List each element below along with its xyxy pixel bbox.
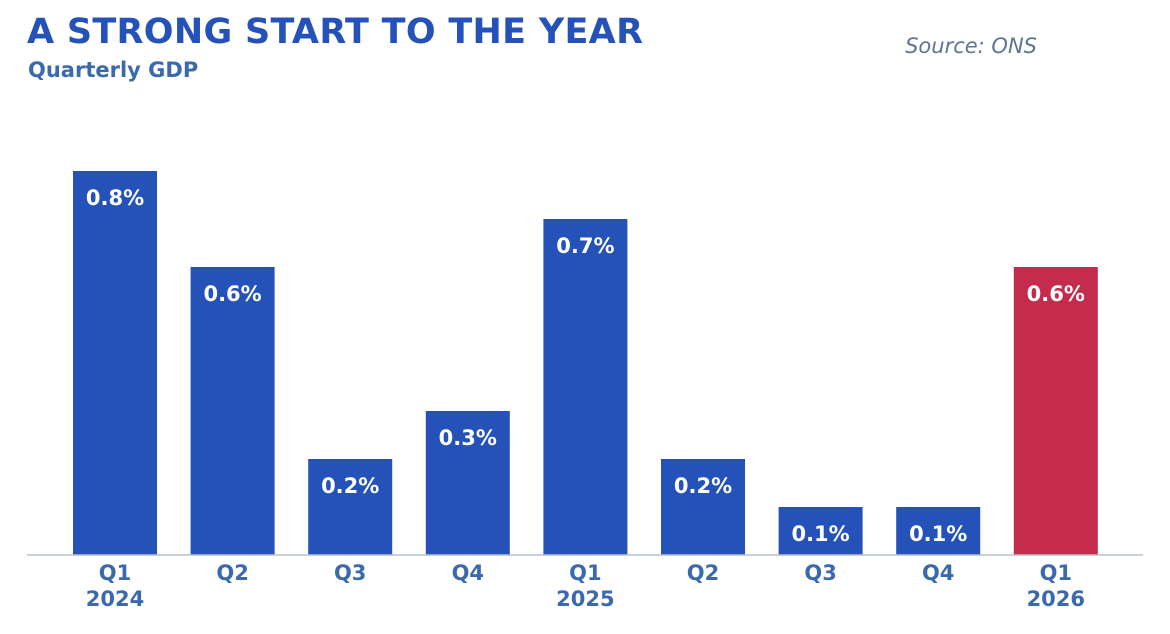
x-tick-label-8: Q4	[922, 561, 954, 585]
data-labels-group: 0.8% 0.6% 0.2% 0.3% 0.7% 0.2% 0.1% 0.1% 0.6%	[86, 186, 1085, 546]
data-label-9: 0.6%	[1027, 282, 1085, 306]
x-tick-label-3: Q3	[334, 561, 366, 585]
data-label-7: 0.1%	[791, 522, 849, 546]
data-label-5: 0.7%	[556, 234, 614, 258]
bar-8	[896, 507, 981, 555]
x-tick-label-7: Q3	[804, 561, 836, 585]
data-label-3: 0.2%	[321, 474, 379, 498]
x-tick-label-4: Q4	[452, 561, 484, 585]
bar-3	[308, 459, 393, 555]
bar-2	[190, 267, 275, 555]
bar-4	[425, 411, 510, 555]
bar-6	[661, 459, 745, 555]
bar-9	[1013, 267, 1098, 555]
bar-7	[778, 507, 863, 555]
source-note: Source: ONS	[905, 34, 1037, 58]
x-tick-label-5: Q1 2025	[556, 561, 614, 611]
chart-subtitle: Quarterly GDP	[28, 58, 199, 82]
x-tick-label-6: Q2	[687, 561, 719, 585]
data-label-6: 0.2%	[674, 474, 732, 498]
x-tick-label-9: Q1 2026	[1027, 561, 1085, 611]
data-label-8: 0.1%	[909, 522, 967, 546]
data-label-1: 0.8%	[86, 186, 144, 210]
x-tick-label-1: Q1 2024	[86, 561, 144, 611]
data-label-2: 0.6%	[203, 282, 261, 306]
bar-1	[73, 171, 157, 555]
bar-5	[543, 219, 628, 555]
data-label-4: 0.3%	[439, 426, 497, 450]
bars-group	[73, 171, 1098, 555]
x-tick-labels-group: Q1 2024 Q2 Q3 Q4 Q1 2025 Q2 Q3 Q4 Q1 2026	[86, 561, 1085, 611]
x-tick-label-2: Q2	[216, 561, 248, 585]
chart-title: A STRONG START TO THE YEAR	[27, 12, 644, 52]
